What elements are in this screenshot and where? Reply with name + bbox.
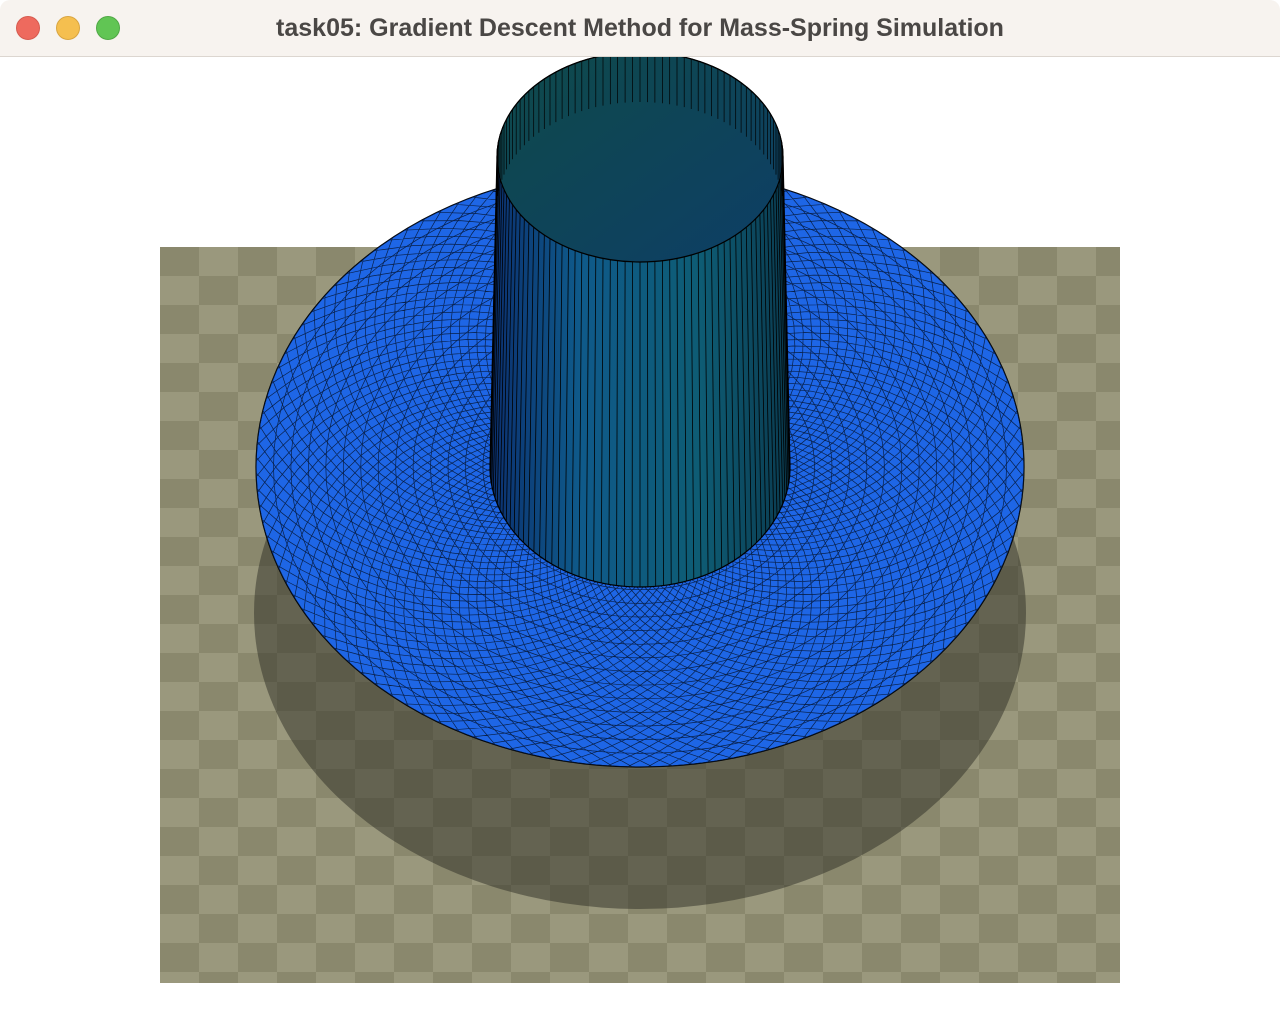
cylinder-obstacle <box>489 57 791 588</box>
window-title: task05: Gradient Descent Method for Mass… <box>276 14 1004 42</box>
cylinder-top-lines <box>496 57 784 207</box>
cylinder-lines <box>489 156 791 587</box>
title-bar[interactable]: task05: Gradient Descent Method for Mass… <box>0 0 1280 57</box>
scene-canvas[interactable] <box>0 57 1280 1016</box>
zoom-button[interactable] <box>96 16 120 40</box>
cylinder-top-mesh <box>496 57 784 207</box>
opengl-viewport[interactable] <box>0 57 1280 1016</box>
cylinder-mesh <box>489 156 791 587</box>
minimize-button[interactable] <box>56 16 80 40</box>
close-button[interactable] <box>16 16 40 40</box>
